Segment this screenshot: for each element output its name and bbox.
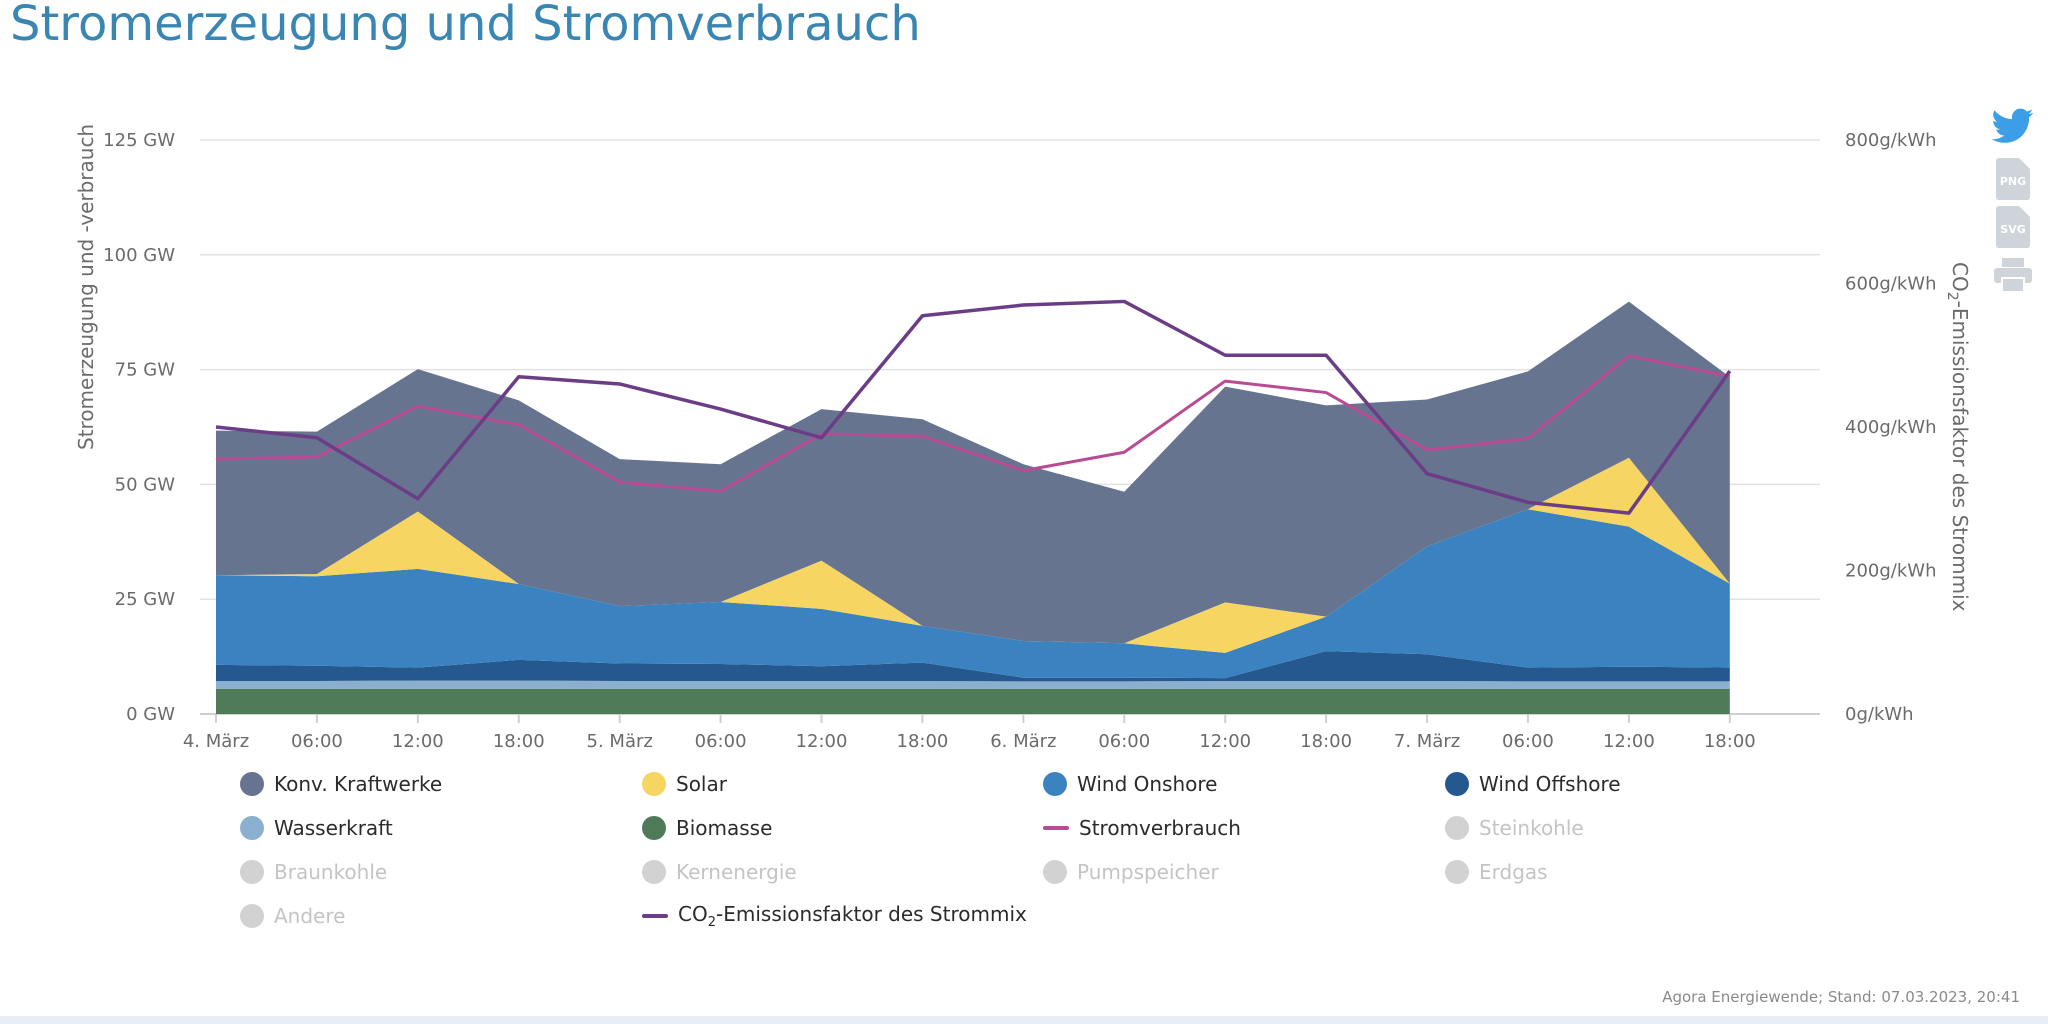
legend-item-wasserkraft[interactable]: Wasserkraft [240,814,393,842]
legend-label: Konv. Kraftwerke [274,772,443,796]
legend-item-konv-kraftwerke[interactable]: Konv. Kraftwerke [240,770,442,798]
x-tick-label: 18:00 [1300,731,1352,752]
y-tick-label: 25 GW [115,589,176,610]
legend-item-wind-offshore[interactable]: Wind Offshore [1445,770,1621,798]
y2-axis-label: CO2-Emissionsfaktor des Strommix [1944,262,1972,612]
y2-tick-label: 0g/kWh [1845,704,1914,725]
legend-item-steinkohle[interactable]: Steinkohle [1445,814,1584,842]
x-tick-label: 18:00 [493,731,545,752]
x-tick-label: 6. März [990,731,1056,752]
y-tick-label: 75 GW [115,360,176,381]
legend-swatch [642,816,666,840]
legend-label: Wind Onshore [1077,772,1218,796]
x-tick-label: 06:00 [1502,731,1554,752]
stacked-areas [216,301,1730,714]
legend-swatch [240,772,264,796]
y-tick-label: 100 GW [103,245,175,266]
legend-swatch [642,914,668,918]
legend-item-braunkohle[interactable]: Braunkohle [240,858,387,886]
area-wasserkraft[interactable] [216,680,1730,689]
legend-label: Pumpspeicher [1077,860,1219,884]
y2-axis-ticks: 0g/kWh 200g/kWh 400g/kWh 600g/kWh 800g/kWh [1845,130,1936,725]
legend-item-kernenergie[interactable]: Kernenergie [642,858,797,886]
legend-item-pumpspeicher[interactable]: Pumpspeicher [1043,858,1219,886]
x-tick-label: 12:00 [796,731,848,752]
x-tick-label: 06:00 [291,731,343,752]
legend-label: Biomasse [676,816,773,840]
line-stromverbrauch[interactable] [215,354,1731,493]
legend-item-erdgas[interactable]: Erdgas [1445,858,1548,886]
y-axis-ticks: 0 GW 25 GW 50 GW 75 GW 100 GW 125 GW [103,130,175,725]
legend-label: Kernenergie [676,860,797,884]
y-tick-label: 50 GW [115,474,176,495]
png-label: PNG [2000,175,2026,188]
legend-label: Solar [676,772,727,796]
y-axis-label: Stromerzeugung und -verbrauch [74,124,98,450]
x-tick-label: 18:00 [897,731,949,752]
legend-swatch [1043,772,1067,796]
source-credit: Agora Energiewende; Stand: 07.03.2023, 2… [1662,988,2020,1006]
x-axis-ticks: 4. März 06:00 12:00 18:00 5. März 06:00 12:00 1… [183,714,1756,752]
svg-download-icon[interactable]: SVG [1990,206,2036,248]
x-tick-label: 18:00 [1704,731,1756,752]
series-lines [215,299,1732,515]
area-wind-onshore[interactable] [216,509,1730,679]
legend-swatch [642,772,666,796]
legend-swatch [1445,772,1469,796]
png-download-icon[interactable]: PNG [1990,158,2036,200]
area-konv-kraftwerke[interactable] [216,301,1730,644]
area-biomasse[interactable] [216,688,1730,714]
legend-item-solar[interactable]: Solar [642,770,727,798]
footer-bar [0,1016,2048,1024]
y2-tick-label: 200g/kWh [1845,561,1936,582]
y-tick-label: 125 GW [103,130,175,151]
print-icon[interactable] [1990,258,2036,292]
x-tick-label: 06:00 [1098,731,1150,752]
legend-swatch [240,904,264,928]
area-wind-offshore[interactable] [216,651,1730,682]
legend-label: CO2-Emissionsfaktor des Strommix [678,902,1027,930]
legend-swatch [240,816,264,840]
x-tick-label: 12:00 [1199,731,1251,752]
legend-label: Wind Offshore [1479,772,1621,796]
legend-swatch [1043,860,1067,884]
x-tick-label: 12:00 [392,731,444,752]
y-tick-label: 0 GW [126,704,175,725]
y2-tick-label: 800g/kWh [1845,130,1936,151]
legend-swatch [1445,860,1469,884]
line-co2-emissionsfaktor-des-strommix[interactable] [215,299,1732,515]
x-tick-label: 12:00 [1603,731,1655,752]
legend-item-wind-onshore[interactable]: Wind Onshore [1043,770,1217,798]
x-tick-label: 4. März [183,731,249,752]
legend-label: Braunkohle [274,860,388,884]
twitter-icon[interactable] [1990,108,2036,144]
page-title: Stromerzeugung und Stromverbrauch [10,0,921,52]
legend-label: Andere [274,904,346,928]
legend-label: Stromverbrauch [1079,816,1241,840]
legend-item-andere[interactable]: Andere [240,902,345,930]
x-tick-label: 5. März [587,731,653,752]
legend-swatch [1043,826,1069,830]
legend-item-stromverbrauch[interactable]: Stromverbrauch [1043,814,1241,842]
legend-item-biomasse[interactable]: Biomasse [642,814,772,842]
legend-label: Erdgas [1479,860,1548,884]
y2-tick-label: 600g/kWh [1845,274,1936,295]
x-tick-label: 7. März [1394,731,1460,752]
legend-swatch [1445,816,1469,840]
legend-swatch [642,860,666,884]
svg-label: SVG [2000,223,2025,236]
legend-swatch [240,860,264,884]
legend-item-co2-emissionsfaktor-des-strommix[interactable]: CO2-Emissionsfaktor des Strommix [642,902,1027,930]
legend-label: Steinkohle [1479,816,1584,840]
y2-tick-label: 400g/kWh [1845,417,1936,438]
legend-label: Wasserkraft [274,816,393,840]
x-tick-label: 06:00 [695,731,747,752]
